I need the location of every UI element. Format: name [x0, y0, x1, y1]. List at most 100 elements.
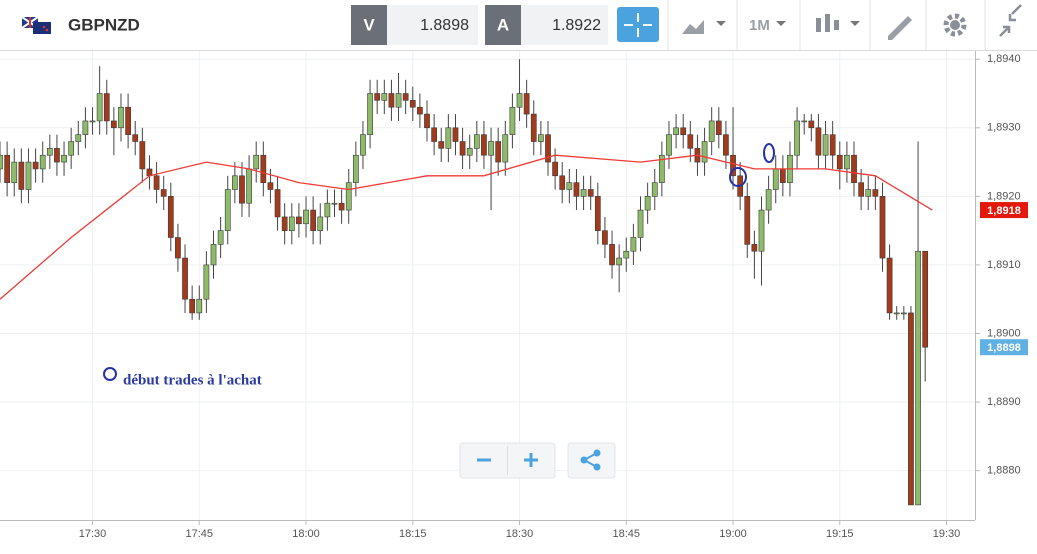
- chart-type-icon[interactable]: [682, 20, 704, 34]
- candle-body: [4, 154, 10, 183]
- candle-body: [922, 250, 929, 348]
- candle-body: [182, 257, 188, 300]
- x-tick-label: 18:15: [399, 528, 427, 540]
- buy-marker: [729, 167, 747, 187]
- candle-body: [139, 141, 146, 170]
- settings-icon[interactable]: [950, 20, 960, 30]
- dropdown-arrow[interactable]: [716, 21, 726, 26]
- candle-body: [580, 189, 587, 197]
- candle-body: [879, 196, 886, 259]
- candle-body: [288, 216, 295, 231]
- candle-body: [865, 189, 872, 197]
- candle-body: [438, 141, 445, 149]
- candle-body: [39, 154, 46, 170]
- candle-body: [89, 120, 96, 123]
- candle-body: [324, 202, 331, 218]
- candle-body: [61, 154, 67, 163]
- candle-body: [559, 175, 566, 190]
- candle-body: [175, 237, 181, 259]
- sell-label[interactable]: V: [363, 15, 375, 34]
- candle-body: [673, 127, 679, 135]
- candle-body: [801, 120, 808, 123]
- share-icon: [593, 463, 601, 471]
- candle-body: [779, 168, 786, 183]
- crosshair-button[interactable]: [617, 7, 659, 42]
- candle-body: [594, 196, 601, 231]
- candle-body: [794, 120, 800, 156]
- crosshair-icon: [624, 13, 652, 37]
- candle-body: [900, 312, 907, 315]
- y-tick-label: 1,8910: [987, 259, 1021, 271]
- candle-body: [18, 161, 25, 190]
- buy-button[interactable]: [485, 5, 521, 45]
- dropdown-arrow[interactable]: [776, 21, 786, 26]
- candle-body: [338, 202, 345, 211]
- candle-body: [530, 113, 537, 142]
- annotation: début trades à l'achat: [123, 372, 262, 388]
- candle-body: [836, 154, 843, 170]
- dropdown-arrow[interactable]: [850, 21, 860, 26]
- candle-body: [317, 216, 324, 231]
- zoom-in[interactable]: [524, 453, 538, 467]
- candle-body: [431, 127, 437, 142]
- candle-body: [160, 189, 167, 197]
- candle-body: [388, 93, 395, 108]
- candle-body: [239, 175, 245, 204]
- candle-body: [538, 134, 544, 142]
- collapse-icon[interactable]: [999, 4, 1022, 37]
- candle-body: [196, 298, 203, 314]
- y-tick-label: 1,8920: [987, 190, 1021, 202]
- candle-body: [473, 134, 480, 149]
- x-tick-label: 18:45: [613, 528, 641, 540]
- candle-body: [893, 312, 900, 315]
- candle-body: [118, 106, 124, 129]
- candle-body: [858, 182, 864, 197]
- candle-body: [267, 182, 274, 190]
- candle-body: [623, 250, 630, 259]
- candle-body: [545, 134, 551, 163]
- candle-body: [637, 209, 644, 238]
- candle-body: [481, 134, 487, 156]
- candle-body: [822, 134, 829, 156]
- toolbar: GBPNZD V 1.8898 A 1.8922 1M: [0, 0, 1037, 51]
- candle-body: [552, 161, 558, 177]
- x-tick-label: 19:00: [719, 528, 747, 540]
- candle-body: [573, 182, 580, 197]
- candle-body: [310, 209, 317, 231]
- sell-button[interactable]: [351, 5, 387, 45]
- candle-body: [274, 189, 281, 218]
- candle-body: [687, 134, 694, 149]
- candle-body: [509, 106, 516, 135]
- candle-body: [417, 106, 423, 115]
- settings-icon[interactable]: [943, 13, 967, 37]
- candle-body: [203, 264, 210, 300]
- buy-label[interactable]: A: [497, 15, 509, 34]
- candle-body: [253, 154, 260, 170]
- candles-icon[interactable]: [816, 14, 839, 32]
- candle-body: [260, 154, 267, 183]
- candle-body: [167, 196, 174, 238]
- candle-body: [189, 298, 196, 314]
- icon-part: [825, 14, 830, 32]
- draw-icon[interactable]: [888, 16, 912, 40]
- candle-body: [644, 196, 651, 211]
- candle-body: [68, 141, 75, 156]
- candle-body: [616, 257, 623, 266]
- candle-body: [566, 182, 573, 190]
- candle-body: [886, 257, 893, 314]
- share-button[interactable]: [567, 442, 616, 479]
- buy-price-box: [521, 5, 608, 45]
- flag-nz: [33, 22, 51, 34]
- y-tick-label: 1,8930: [987, 122, 1021, 134]
- timeframe[interactable]: 1M: [749, 17, 770, 34]
- x-tick-label: 19:30: [933, 528, 961, 540]
- candle-body: [872, 189, 879, 197]
- candle-body: [82, 120, 89, 135]
- candle-body: [103, 93, 110, 122]
- candle-body: [424, 113, 430, 129]
- candle-body: [46, 148, 53, 156]
- candle-body: [495, 141, 502, 163]
- icon-part: [816, 18, 821, 32]
- price-tag: [980, 339, 1028, 356]
- zoom-controls: [459, 442, 616, 479]
